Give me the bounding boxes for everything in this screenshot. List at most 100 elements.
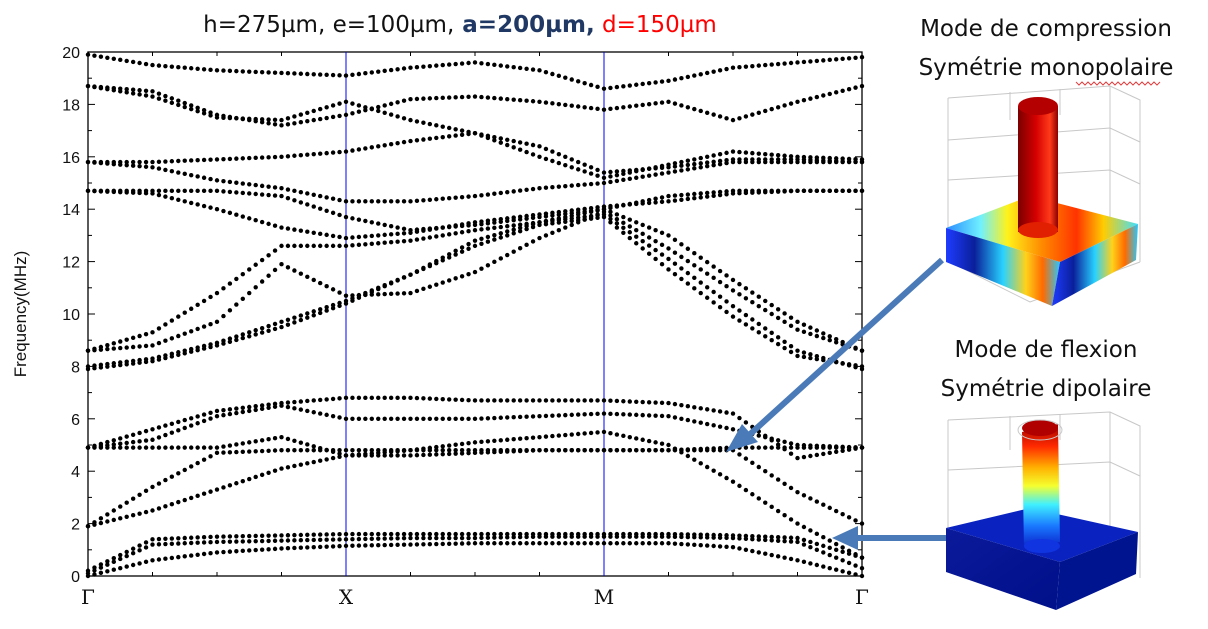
- band-point: [305, 152, 310, 157]
- band-point: [137, 492, 142, 497]
- band-point: [692, 195, 697, 201]
- band-point: [440, 124, 445, 129]
- band-point: [788, 556, 794, 562]
- band-point: [227, 179, 233, 185]
- band-point: [569, 222, 574, 228]
- y-tick-label: 14: [62, 202, 80, 219]
- band-point: [376, 69, 381, 74]
- band-point: [259, 257, 265, 263]
- band-point: [775, 554, 781, 559]
- band-point: [672, 193, 678, 198]
- band-point: [563, 154, 568, 159]
- band-point: [176, 350, 181, 355]
- band-point: [627, 176, 632, 182]
- band-point: [124, 337, 129, 342]
- band-point: [698, 267, 703, 272]
- band-point: [627, 434, 632, 440]
- band-point: [453, 252, 458, 257]
- band-point: [769, 330, 774, 336]
- band-point: [292, 448, 297, 453]
- band-point: [156, 435, 162, 440]
- band-point: [756, 496, 761, 501]
- band-point: [769, 504, 774, 510]
- band-point: [214, 539, 220, 545]
- band-point: [124, 553, 129, 559]
- band-point: [666, 162, 671, 167]
- band-point: [253, 404, 258, 409]
- band-point: [337, 73, 342, 78]
- band-point: [614, 221, 620, 226]
- band-point: [324, 447, 329, 453]
- band-point: [401, 139, 407, 145]
- band-point: [356, 416, 362, 421]
- band-point: [350, 199, 355, 204]
- band-point: [543, 413, 549, 419]
- band-point: [621, 433, 626, 439]
- band-point: [601, 107, 607, 112]
- band-point: [563, 541, 568, 546]
- band-point: [595, 207, 600, 213]
- band-point: [247, 539, 252, 544]
- band-point: [279, 546, 284, 551]
- band-point: [821, 155, 826, 161]
- band-point: [582, 531, 587, 537]
- band-point: [498, 63, 503, 68]
- band-point: [434, 416, 439, 421]
- band-point: [485, 439, 491, 444]
- band-point: [569, 541, 574, 546]
- band-point: [685, 167, 691, 172]
- band-point: [492, 415, 497, 421]
- band-point: [350, 531, 355, 537]
- band-point: [821, 543, 826, 549]
- band-point: [808, 544, 813, 550]
- band-point: [124, 345, 129, 350]
- band-point: [846, 362, 852, 367]
- band-point: [679, 197, 684, 202]
- band-point: [679, 192, 684, 198]
- band-point: [853, 363, 858, 368]
- band-point: [576, 531, 581, 537]
- band-point: [363, 146, 368, 151]
- band-point: [421, 542, 426, 547]
- band-point: [408, 96, 413, 102]
- band-point: [479, 221, 484, 227]
- band-point: [717, 114, 723, 119]
- band-point: [395, 542, 400, 548]
- band-point: [363, 107, 368, 113]
- band-point: [627, 170, 632, 175]
- band-point: [356, 531, 362, 537]
- band-point: [608, 220, 613, 225]
- band-point: [324, 532, 329, 537]
- band-point: [259, 330, 265, 335]
- band-point: [588, 171, 594, 176]
- band-point: [350, 293, 355, 298]
- band-point: [737, 64, 742, 70]
- band-point: [137, 511, 142, 516]
- band-point: [350, 216, 355, 221]
- band-point: [356, 453, 362, 458]
- band-point: [834, 449, 839, 455]
- band-point: [627, 531, 632, 537]
- band-point: [782, 538, 787, 544]
- band-point: [318, 243, 323, 249]
- band-point: [705, 110, 710, 115]
- band-point: [130, 188, 136, 194]
- band-point: [453, 95, 458, 100]
- band-point: [98, 562, 104, 567]
- band-point: [737, 149, 742, 155]
- band-point: [259, 538, 265, 544]
- band-point: [846, 548, 852, 554]
- band-point: [130, 358, 136, 364]
- band-point: [705, 160, 710, 165]
- band-point: [195, 414, 200, 419]
- band-point: [376, 531, 381, 537]
- band-series: [85, 207, 865, 353]
- band-point: [498, 96, 503, 101]
- band-point: [608, 205, 613, 211]
- band-point: [769, 445, 774, 450]
- band-point: [350, 448, 355, 453]
- band-point: [427, 197, 433, 202]
- band-point: [376, 416, 381, 421]
- band-point: [711, 264, 716, 269]
- band-point: [737, 116, 742, 121]
